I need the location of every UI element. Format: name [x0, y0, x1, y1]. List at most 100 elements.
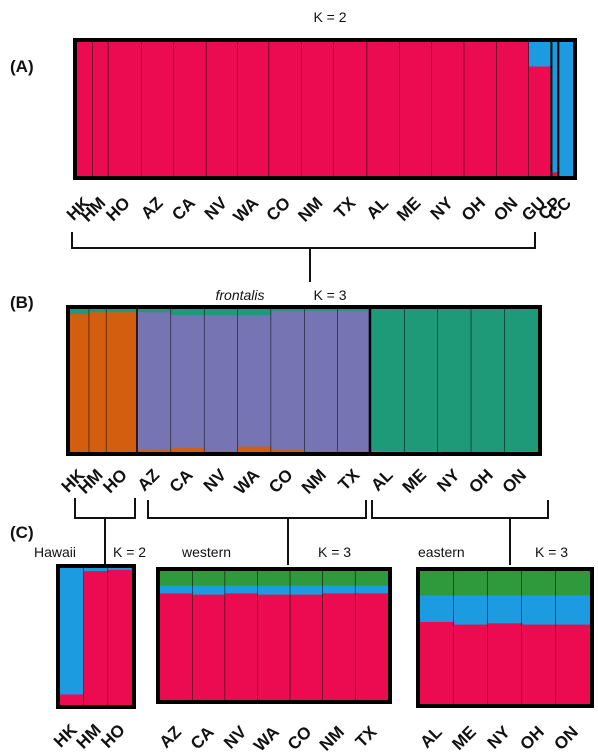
bar-al-cluster-3 [420, 571, 455, 596]
bar-wa-cluster-2 [257, 585, 291, 595]
bar-al-cluster-1 [367, 42, 400, 177]
panel-a-k-label: K = 2 [313, 9, 346, 25]
bar-az-cluster-3 [137, 309, 172, 313]
panel-c-western-name: western [181, 544, 231, 560]
tick-label-a-nv: NV [201, 193, 232, 224]
bar-nv-cluster-2 [225, 585, 259, 594]
tick-label-c-eastern-on: ON [550, 722, 581, 753]
tick-label-a-on: ON [490, 193, 521, 224]
tick-label-a-me: ME [393, 193, 424, 224]
panel-a-letter: (A) [10, 57, 34, 76]
tick-label-c-western-ca: CA [187, 722, 218, 753]
bar-ca-cluster-1 [171, 447, 205, 453]
panel-b-k-label: K = 3 [313, 287, 346, 303]
tick-label-a-co: CO [263, 193, 294, 224]
bar-nm-cluster-2 [322, 585, 356, 594]
bar-co-cluster-2 [271, 310, 305, 450]
bar-al-cluster-3 [371, 309, 405, 451]
tick-label-c-eastern-al: AL [416, 722, 445, 751]
bar-al-cluster-2 [420, 594, 455, 622]
panel-b-group-label: frontalis [215, 287, 264, 303]
tick-label-b-me: ME [399, 465, 430, 496]
bar-oh-cluster-3 [522, 571, 557, 596]
bar-nm-cluster-3 [322, 571, 356, 586]
bar-ca-cluster-1 [174, 42, 207, 177]
bar-ca-cluster-3 [171, 309, 205, 316]
bar-co-cluster-3 [290, 571, 324, 586]
bar-tx-cluster-2 [355, 585, 389, 594]
tick-label-c-western-nm: NM [316, 722, 348, 754]
bar-co-cluster-3 [271, 309, 305, 311]
bar-co-cluster-1 [290, 594, 324, 701]
tick-label-a-ny: NY [427, 193, 458, 224]
bar-tx-cluster-3 [337, 309, 372, 311]
bar-nv-cluster-3 [225, 571, 259, 586]
bar-hm-cluster-1 [89, 311, 107, 453]
bar-nm-cluster-1 [322, 592, 356, 701]
bar-wa-cluster-1 [237, 42, 270, 177]
bar-az-cluster-1 [137, 449, 172, 453]
bar-ny-cluster-1 [488, 622, 523, 705]
bar-ca-cluster-2 [192, 585, 226, 595]
tick-label-b-az: AZ [134, 465, 163, 494]
bar-nv-cluster-1 [206, 42, 239, 177]
bar-cc-cluster-2 [559, 42, 574, 177]
tick-label-c-western-nv: NV [220, 722, 251, 753]
bracket-a-to-b [71, 232, 536, 282]
tick-label-c-eastern-ny: NY [484, 722, 515, 753]
bar-co-cluster-1 [269, 42, 302, 177]
bar-hk-cluster-1 [77, 42, 94, 177]
tick-label-b-co: CO [265, 465, 296, 496]
tick-label-a-al: AL [363, 193, 392, 222]
bar-al-cluster-1 [371, 450, 405, 453]
bar-oh-cluster-1 [464, 42, 497, 177]
panel-c-eastern-k-label: K = 3 [535, 544, 568, 560]
frame-c-eastern [416, 567, 594, 708]
tick-label-b-tx: TX [335, 465, 364, 494]
tick-label-b-ho: HO [99, 465, 130, 496]
bar-hm-cluster-1 [84, 570, 109, 706]
bar-gu-cluster-2 [528, 42, 553, 67]
tick-label-b-nv: NV [200, 465, 231, 496]
bar-me-cluster-1 [399, 42, 433, 177]
tick-label-a-tx: TX [331, 193, 360, 222]
frame-a [73, 38, 577, 180]
bar-ca-cluster-3 [192, 571, 226, 586]
tick-label-a-ho: HO [102, 193, 133, 224]
bar-tx-cluster-1 [337, 450, 372, 453]
bar-on-cluster-1 [496, 42, 530, 177]
bar-ho-cluster-3 [106, 309, 139, 313]
bar-nm-cluster-2 [304, 310, 339, 451]
tick-label-b-ca: CA [166, 465, 197, 496]
bar-cp-cluster-2 [552, 42, 560, 173]
bar-tx-cluster-3 [355, 571, 389, 586]
panel-c-hawaii-k-label: K = 2 [113, 544, 146, 560]
bar-nv-cluster-3 [204, 309, 239, 316]
tick-label-b-nm: NM [298, 465, 330, 497]
tick-label-a-az: AZ [137, 193, 166, 222]
bar-wa-cluster-3 [237, 309, 272, 316]
bar-az-cluster-1 [141, 42, 175, 177]
bar-ny-cluster-3 [437, 309, 472, 453]
bracket-b-to-hawaii [74, 498, 136, 565]
tick-label-c-eastern-me: ME [448, 722, 479, 753]
tick-label-a-wa: WA [229, 193, 262, 226]
tick-label-b-wa: WA [230, 465, 263, 498]
bar-az-cluster-3 [160, 571, 193, 586]
bar-ny-cluster-2 [488, 594, 523, 624]
bar-on-cluster-3 [504, 309, 539, 451]
bar-oh-cluster-2 [522, 594, 557, 625]
bar-ca-cluster-2 [171, 314, 205, 449]
panel-c-western-k-label: K = 3 [318, 544, 351, 560]
bar-oh-cluster-1 [522, 624, 557, 705]
bar-wa-cluster-3 [257, 571, 291, 586]
bar-hk-cluster-1 [60, 694, 85, 706]
bar-ho-cluster-2 [108, 568, 133, 570]
tick-label-c-western-tx: TX [352, 722, 381, 751]
tick-label-c-eastern-oh: OH [516, 722, 547, 753]
bar-hm-cluster-3 [89, 309, 107, 313]
tick-label-c-hawaii-ho: HO [97, 720, 128, 751]
